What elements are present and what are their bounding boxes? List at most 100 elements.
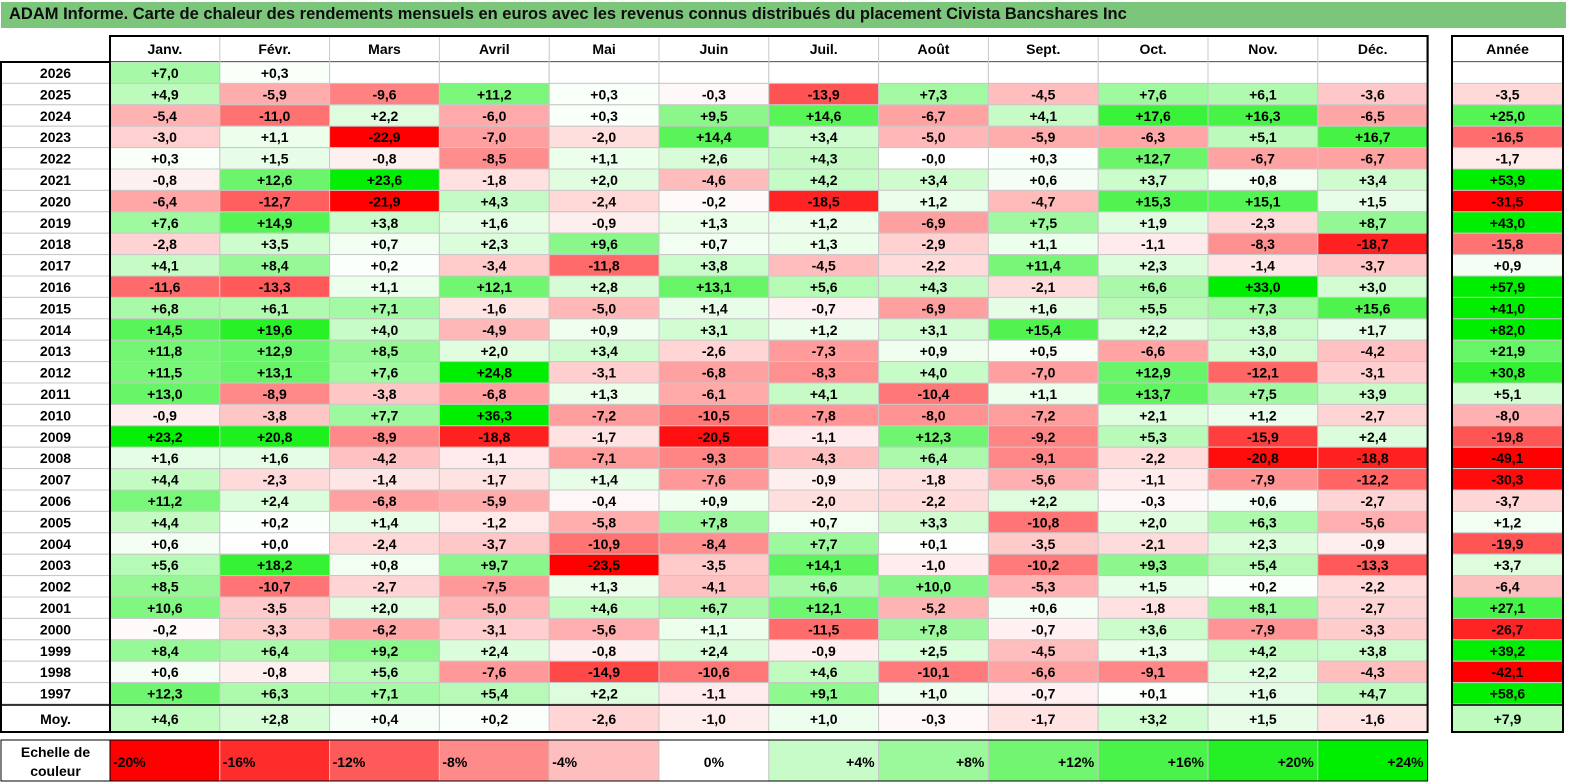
heatmap-value: +33,0 [1245,279,1281,295]
heatmap-value: +1,5 [1139,579,1167,595]
heatmap-value: +7,7 [371,407,399,423]
heatmap-value: -10,1 [918,664,950,680]
heatmap-value: -7,9 [1251,472,1275,488]
heatmap-value: -5,9 [482,493,506,509]
heatmap-value: +9,7 [480,557,508,573]
heatmap-value: +6,3 [261,686,289,702]
annual-value: +82,0 [1490,322,1526,338]
heatmap-value: -11,5 [808,621,839,637]
heatmap-value: -5,2 [921,600,945,616]
heatmap-value: -0,7 [1031,686,1055,702]
heatmap-cell [658,61,770,84]
heatmap-value: +0,7 [371,236,399,252]
heatmap-value: +3,9 [1359,386,1387,402]
annual-value: -3,5 [1495,86,1519,102]
heatmap-value: -7,2 [592,407,616,423]
heatmap-value: -3,1 [482,621,506,637]
heatmap-value: +4,7 [1359,686,1387,702]
heatmap-value: +0,9 [700,493,728,509]
heatmap-value: -2,7 [1361,600,1385,616]
heatmap-value: +8,5 [371,343,399,359]
heatmap-value: -6,3 [1141,129,1165,145]
heatmap-value: -0,9 [812,643,836,659]
heatmap-value: -1,2 [482,514,506,530]
heatmap-value: +1,6 [151,450,179,466]
heatmap-value: +1,9 [1139,215,1167,231]
heatmap-value: -8,9 [372,429,396,445]
year-label: 2014 [40,322,71,338]
heatmap-value: -5,0 [592,300,616,316]
annual-value: -1,7 [1495,151,1519,167]
heatmap-value: -6,8 [482,386,506,402]
heatmap-value: +14,4 [696,129,732,145]
heatmap-value: -2,3 [1251,215,1275,231]
heatmap-cell [438,61,550,84]
heatmap-value: -4,5 [812,258,836,274]
heatmap-cell [329,61,440,84]
heatmap-value: +1,7 [1359,322,1387,338]
heatmap-value: -6,9 [921,215,945,231]
annual-value: -8,0 [1495,407,1519,423]
heatmap-value: +1,2 [810,215,838,231]
heatmap-value: -2,1 [1141,536,1165,552]
heatmap-value: +3,4 [920,172,948,188]
month-header: Juin [700,41,729,57]
annual-value: -31,5 [1492,193,1524,209]
heatmap-value: -7,1 [592,450,616,466]
heatmap-value: -6,2 [372,621,396,637]
heatmap-value: -22,9 [369,129,401,145]
heatmap-cell [768,61,880,84]
legend-swatch [219,739,331,782]
annual-value: +41,0 [1490,300,1526,316]
month-header: Oct. [1139,41,1166,57]
heatmap-value: -10,2 [1027,557,1059,573]
heatmap-value: -0,2 [702,193,726,209]
heatmap-value: +12,3 [147,686,183,702]
heatmap-value: +18,2 [257,557,293,573]
heatmap-value: +1,3 [590,579,618,595]
annual-value: +30,8 [1490,365,1526,381]
heatmap-value: -11,8 [589,258,620,274]
heatmap-value: +9,6 [590,236,618,252]
annual-value: -42,1 [1492,664,1524,680]
heatmap-value: -3,6 [1361,86,1385,102]
heatmap-value: +11,5 [148,365,183,381]
heatmap-value: +5,5 [1139,300,1167,316]
heatmap-value: -2,4 [592,193,616,209]
heatmap-value: -6,9 [921,300,945,316]
year-label: 2010 [40,407,71,423]
heatmap-value: -6,6 [1141,343,1165,359]
average-value: -1,6 [1361,711,1385,727]
heatmap-value: -7,0 [1031,365,1055,381]
heatmap-value: +3,8 [700,258,728,274]
heatmap-value: +0,6 [151,664,179,680]
heatmap-value: -5,0 [921,129,945,145]
heatmap-value: -6,8 [372,493,396,509]
heatmap-value: -0,2 [153,621,177,637]
heatmap-value: -8,5 [482,151,506,167]
heatmap-value: -8,3 [812,365,836,381]
heatmap-value: -14,9 [588,664,620,680]
annual-column-border [1451,35,1564,733]
heatmap-value: +23,6 [367,172,403,188]
heatmap-value: +0,0 [261,536,289,552]
heatmap-value: -2,4 [372,536,396,552]
heatmap-value: -18,8 [1357,450,1389,466]
heatmap-value: +7,3 [920,86,948,102]
legend-step-label: -4% [552,754,577,770]
heatmap-value: -13,3 [1357,557,1389,573]
heatmap-value: +7,5 [1029,215,1057,231]
heatmap-value: -2,1 [1031,279,1055,295]
year-label: 1997 [40,686,71,702]
heatmap-value: -3,1 [1361,365,1385,381]
heatmap-value: +4,1 [151,258,179,274]
year-label: 2020 [40,193,71,209]
legend-step-label: +8% [956,754,985,770]
heatmap-value: -2,0 [812,493,836,509]
legend-label-line2: couleur [30,763,81,779]
heatmap-value: +3,4 [1359,172,1387,188]
heatmap-value: +1,1 [1029,236,1057,252]
heatmap-value: -10,8 [1027,514,1059,530]
year-label: 2026 [40,65,71,81]
heatmap-value: +4,3 [920,279,948,295]
